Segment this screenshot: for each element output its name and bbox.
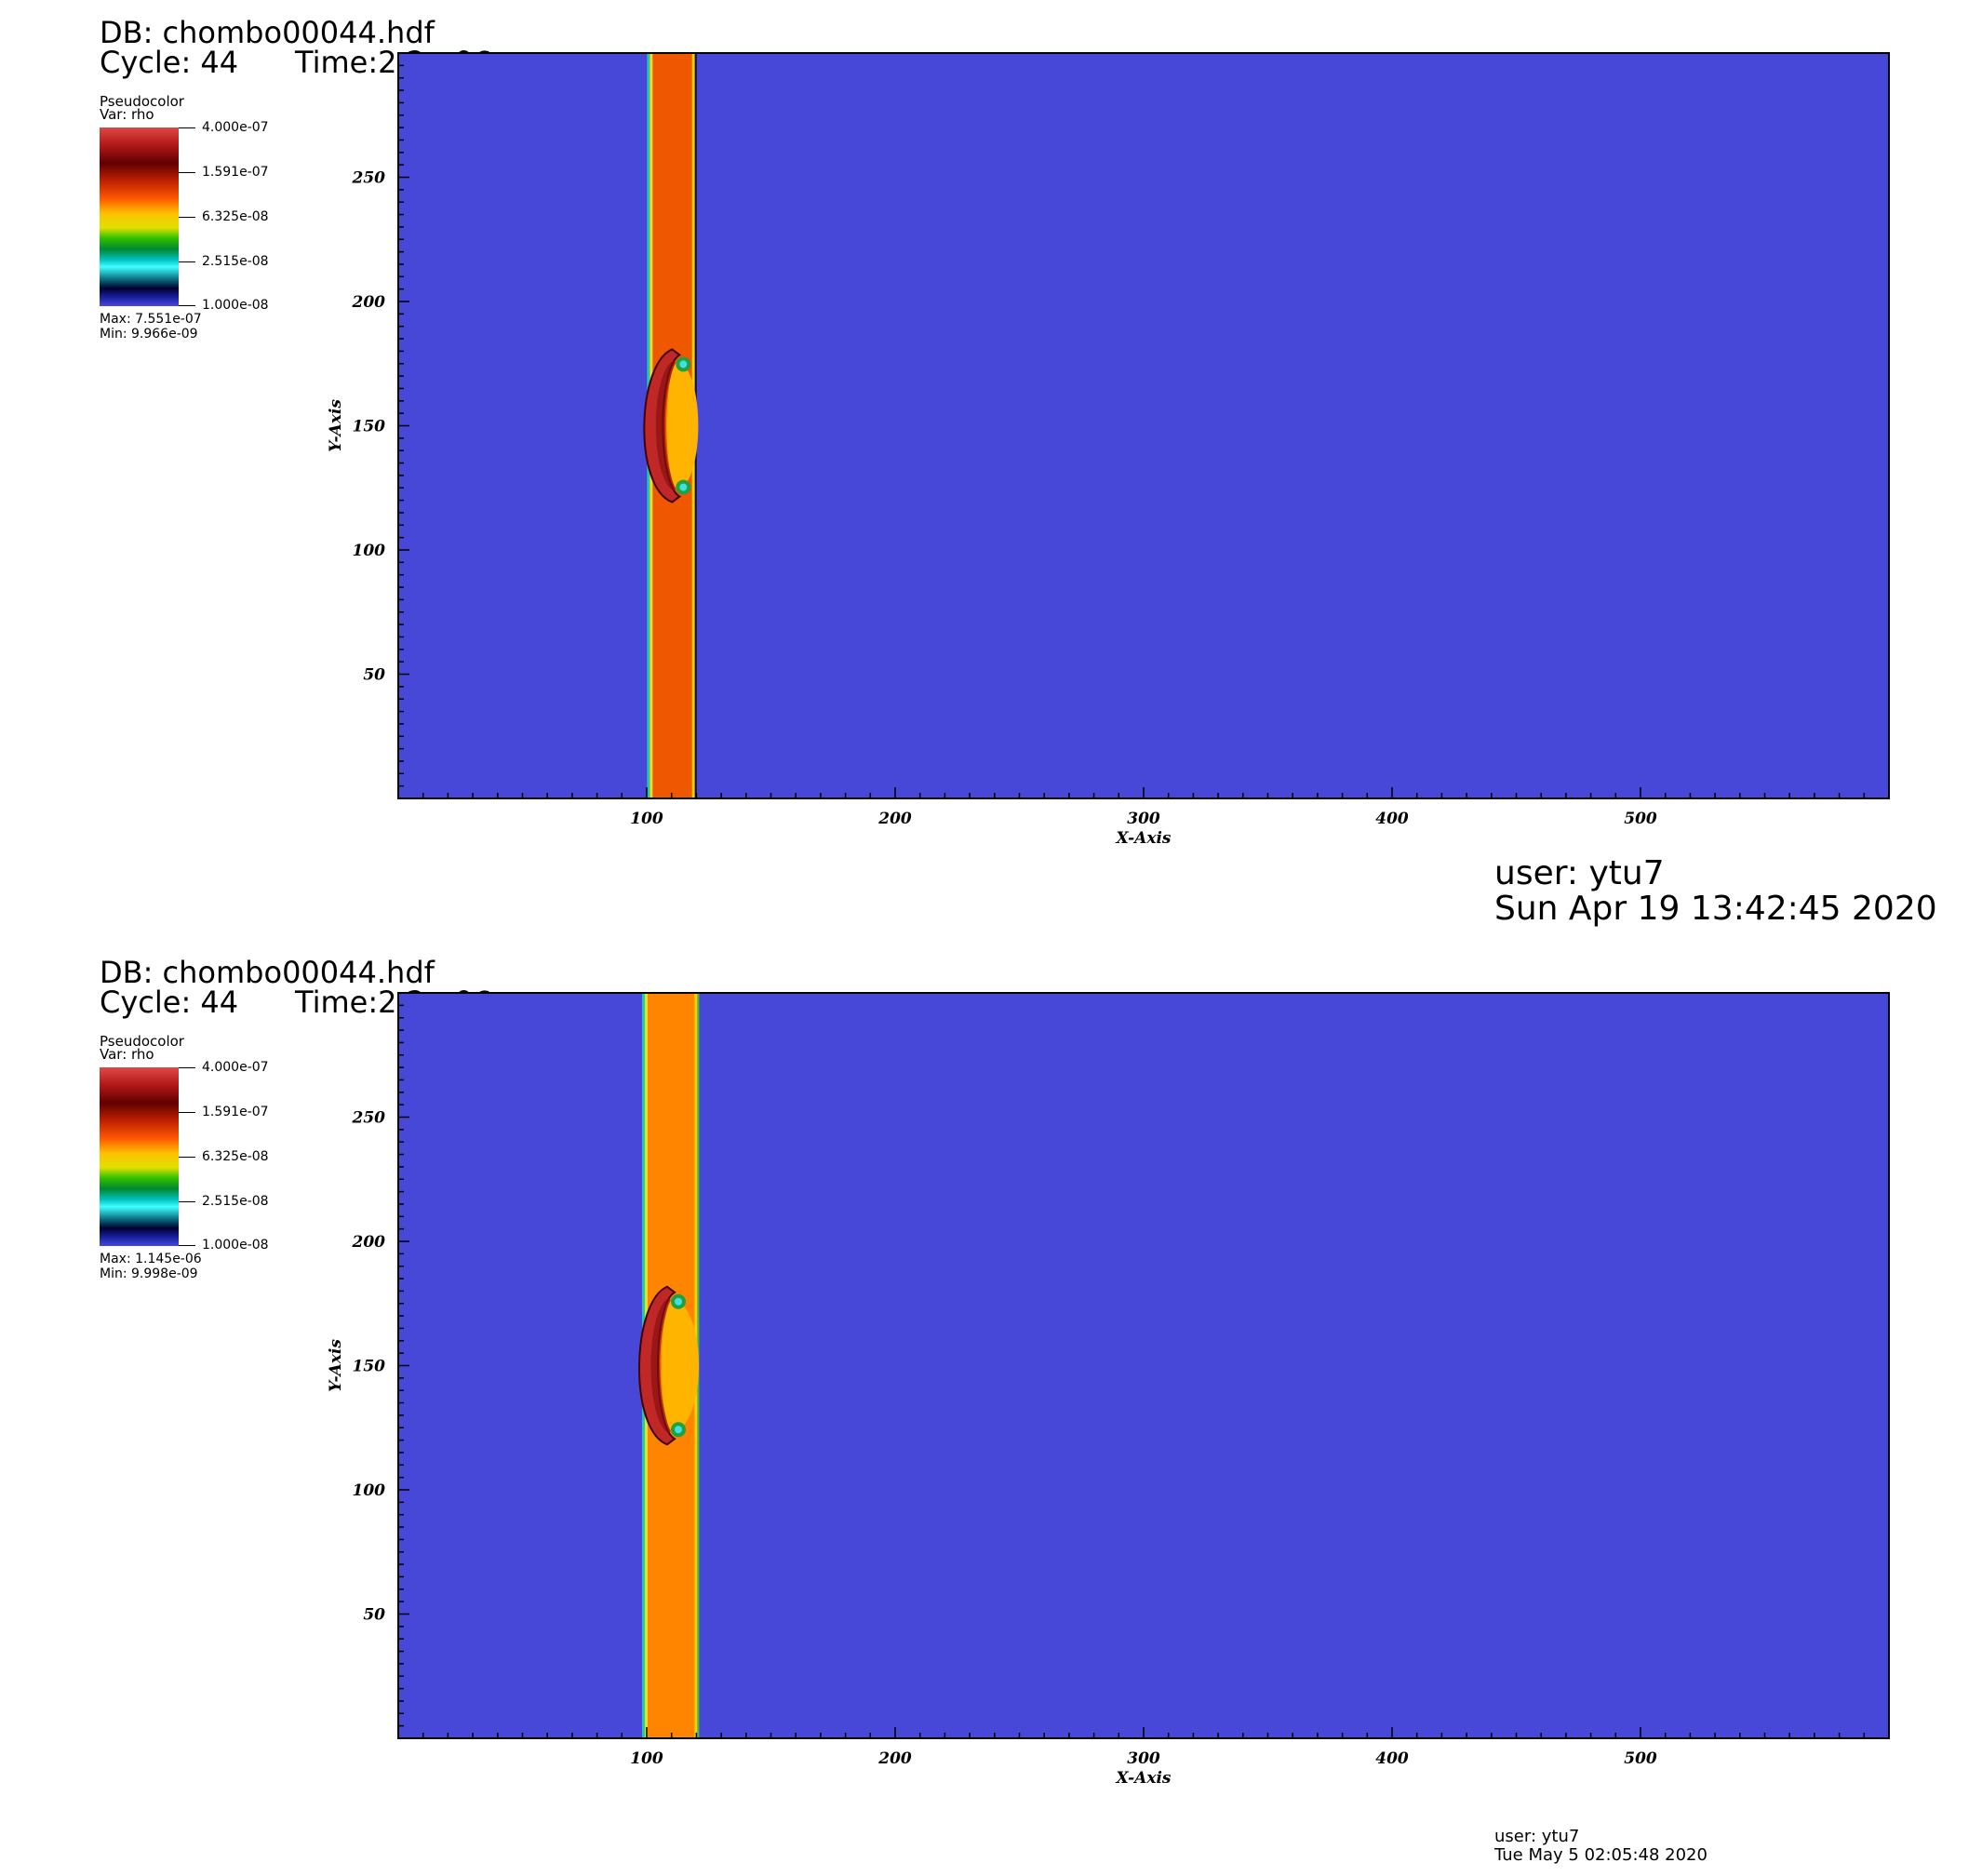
- x-tick-label: 200: [877, 1749, 912, 1768]
- plot-window-bottom: DB: chombo00044.hdf Cycle: 44 Time:2.2e-…: [0, 940, 1982, 1876]
- bubble-vortex-bottom-center: [679, 483, 688, 491]
- cycle-value: Cycle: 44: [100, 985, 239, 1020]
- y-tick-label: 50: [363, 1606, 385, 1625]
- bubble-shell-inner: [650, 1297, 673, 1434]
- colorbar-tick: [179, 217, 195, 218]
- bubble-vortex-bottom-center: [675, 1426, 682, 1434]
- x-tick-label: 100: [630, 1749, 663, 1768]
- colorbar-label: 4.000e-07: [202, 120, 269, 135]
- y-tick-label: 150: [353, 418, 386, 436]
- y-tick-label: 200: [352, 293, 386, 312]
- colorbar-tick: [179, 1067, 195, 1068]
- user-label: user: ytu7: [1494, 854, 1665, 892]
- x-tick-label: 400: [1375, 1749, 1409, 1768]
- colorbar-label: 4.000e-07: [202, 1060, 269, 1075]
- colorbar-label: 6.325e-08: [202, 1149, 269, 1164]
- legend-max: Max: 1.145e-06: [100, 1252, 202, 1266]
- db-label: DB: chombo00044.hdf: [100, 15, 435, 50]
- bubble-core: [666, 360, 699, 491]
- x-tick-label: 500: [1624, 1749, 1657, 1768]
- pseudocolor-plot: 100 200 300 400 500 50 100 150 200 250 X-Axis Y-Axi…: [327, 52, 1890, 848]
- colorbar: [100, 127, 179, 306]
- bubble-shell-inner: [655, 360, 678, 491]
- bubble-core: [662, 1297, 700, 1434]
- colorbar-tick: [179, 305, 195, 306]
- colorbar-tick: [179, 127, 195, 128]
- legend-variable: Var: rho: [100, 106, 154, 123]
- y-tick-label: 100: [353, 1481, 386, 1500]
- date-label: Tue May 5 02:05:48 2020: [1494, 1845, 1707, 1865]
- colorbar-tick: [179, 1112, 195, 1113]
- colorbar-tick: [179, 172, 195, 173]
- colorbar-label: 1.000e-08: [202, 298, 269, 313]
- legend-plot-type: Pseudocolor: [100, 93, 184, 110]
- y-tick-label: 250: [352, 1109, 386, 1128]
- bubble-vortex-top-center: [675, 1297, 682, 1306]
- legend-min: Min: 9.966e-09: [100, 327, 198, 342]
- field-features: [638, 993, 700, 1738]
- y-tick-label: 100: [353, 542, 386, 560]
- plot-window-top: DB: chombo00044.hdf Cycle: 44 Time:2.2e-…: [0, 0, 1982, 936]
- x-tick-label: 300: [1127, 1749, 1160, 1768]
- x-tick-label: 300: [1127, 810, 1160, 828]
- x-tick-label: 500: [1624, 810, 1657, 828]
- colorbar: [100, 1067, 179, 1246]
- colorbar-label: 6.325e-08: [202, 209, 269, 224]
- colorbar-label: 2.515e-08: [202, 1194, 269, 1209]
- y-axis-title: Y-Axis: [327, 1339, 345, 1392]
- db-label: DB: chombo00044.hdf: [100, 955, 435, 990]
- y-tick-label: 50: [363, 666, 385, 685]
- colorbar-tick: [179, 1245, 195, 1246]
- y-tick-label: 150: [353, 1358, 386, 1376]
- colorbar-label: 1.000e-08: [202, 1238, 269, 1253]
- legend-variable: Var: rho: [100, 1046, 154, 1063]
- y-tick-label: 250: [352, 169, 386, 188]
- field-background: [398, 53, 1889, 798]
- colorbar-tick: [179, 261, 195, 262]
- x-axis-title: X-Axis: [1116, 1769, 1172, 1788]
- legend-plot-type: Pseudocolor: [100, 1033, 184, 1050]
- colorbar-tick: [179, 1201, 195, 1202]
- field-features: [643, 53, 699, 798]
- legend-max: Max: 7.551e-07: [100, 312, 202, 327]
- cycle-value: Cycle: 44: [100, 45, 239, 80]
- x-tick-label: 400: [1375, 810, 1409, 828]
- colorbar-label: 1.591e-07: [202, 1105, 269, 1119]
- x-tick-label: 100: [630, 810, 663, 828]
- pseudocolor-plot: 100 200 300 400 500 50 100 150 200 250 X-Axis Y-Axi…: [327, 992, 1890, 1788]
- bubble-vortex-top-center: [679, 360, 688, 368]
- y-tick-label: 200: [352, 1233, 386, 1252]
- colorbar-label: 2.515e-08: [202, 254, 269, 269]
- y-axis-title: Y-Axis: [327, 399, 345, 452]
- colorbar-label: 1.591e-07: [202, 165, 269, 180]
- x-axis-title: X-Axis: [1116, 829, 1172, 848]
- colorbar-tick: [179, 1157, 195, 1158]
- legend-min: Min: 9.998e-09: [100, 1266, 198, 1281]
- field-background: [398, 993, 1889, 1738]
- x-tick-label: 200: [877, 810, 912, 828]
- user-label: user: ytu7: [1494, 1827, 1580, 1846]
- date-label: Sun Apr 19 13:42:45 2020: [1494, 890, 1937, 928]
